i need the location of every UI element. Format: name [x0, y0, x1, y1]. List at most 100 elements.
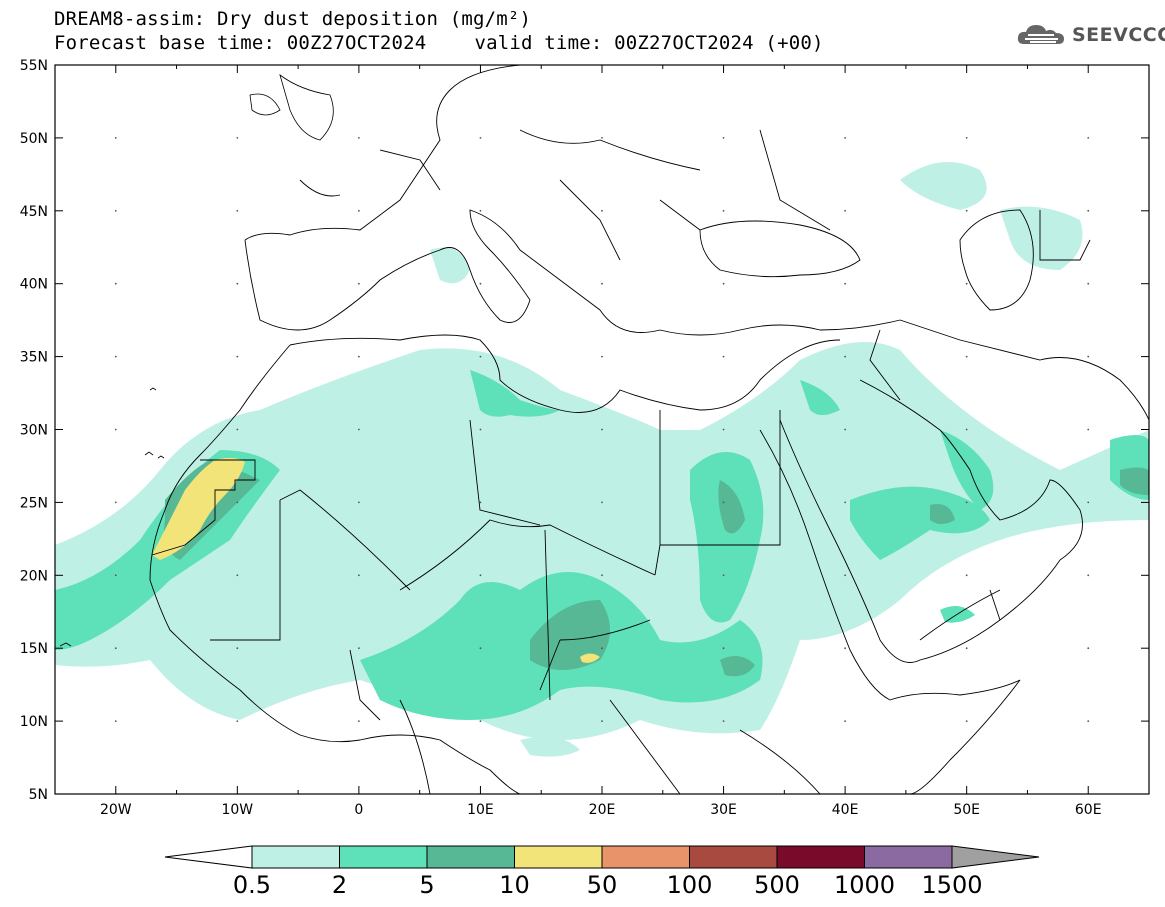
- grid-dot: [844, 209, 847, 212]
- grid-dot: [357, 501, 360, 504]
- grid-dot: [1087, 574, 1090, 577]
- cloud-icon: [1017, 25, 1064, 44]
- grid-dot: [601, 282, 603, 285]
- lat-label: 20N: [20, 568, 48, 584]
- deposition-band-10: [152, 457, 600, 663]
- grid-dot: [357, 282, 360, 285]
- colorbar-label: 1500: [921, 871, 982, 899]
- grid-dot: [479, 574, 482, 577]
- grid-dot: [114, 647, 117, 650]
- lat-label: 10N: [20, 714, 48, 730]
- colorbar-segment: [339, 845, 428, 869]
- grid-dot: [114, 355, 117, 358]
- grid-dot: [965, 501, 968, 504]
- lon-label: 0: [354, 802, 363, 818]
- grid-dot: [236, 428, 239, 431]
- islands: [59, 73, 334, 647]
- colorbar-label: 1000: [834, 871, 895, 899]
- colorbar-segment: [776, 845, 865, 869]
- grid-dot: [1087, 647, 1090, 650]
- grid-dot: [844, 720, 847, 722]
- lon-label: 30E: [710, 802, 737, 818]
- grid-dot: [114, 209, 117, 212]
- lon-label: 20E: [589, 802, 616, 818]
- grid-dot: [1087, 137, 1090, 139]
- grid-dot: [236, 574, 239, 577]
- colorbar: 0.5 2 5 10 50 100 500 1000 1500: [164, 845, 1040, 899]
- grid-dot: [601, 720, 603, 722]
- grid-dot: [357, 355, 360, 358]
- grid-dot: [601, 137, 603, 139]
- grid-dot: [601, 501, 603, 504]
- lat-label: 40N: [20, 277, 48, 293]
- lat-label: 45N: [20, 204, 48, 220]
- lon-label: 20W: [100, 802, 132, 818]
- seevccc-logo: SEEVCCC: [1016, 22, 1165, 48]
- grid-dot: [236, 137, 239, 139]
- grid-dot: [236, 209, 239, 212]
- grid-dot: [965, 209, 968, 212]
- grid-dot: [479, 501, 482, 504]
- grid-dot: [844, 501, 847, 504]
- grid-dot: [1087, 720, 1090, 722]
- grid-dot: [114, 574, 117, 577]
- grid-dot: [601, 209, 603, 212]
- grid-dot: [479, 428, 482, 431]
- grid-dot: [114, 501, 117, 504]
- colorbar-label: 500: [754, 871, 800, 899]
- grid-dot: [114, 137, 117, 139]
- grid-dot: [601, 428, 603, 431]
- grid-dot: [722, 501, 725, 504]
- grid-dot: [357, 720, 360, 722]
- colorbar-segment: [251, 845, 340, 869]
- grid-dot: [722, 282, 725, 285]
- map-title: DREAM8-assim: Dry dust deposition (mg/m²…: [54, 8, 532, 30]
- grid-dot: [479, 137, 482, 139]
- colorbar-segment: [689, 845, 778, 869]
- grid-dot: [357, 574, 360, 577]
- grid-dot: [357, 137, 360, 139]
- colorbar-lower-arrow: [164, 845, 253, 869]
- grid-dot: [722, 720, 725, 722]
- grid-dot: [965, 355, 968, 358]
- grid-dot: [722, 574, 725, 577]
- grid-dot: [479, 355, 482, 358]
- grid-dot: [965, 574, 968, 577]
- grid-dots: [114, 137, 1090, 722]
- grid-dot: [844, 355, 847, 358]
- grid-dot: [844, 428, 847, 431]
- colorbar-upper-arrow: [951, 845, 1040, 869]
- lat-label: 55N: [20, 58, 48, 74]
- grid-dot: [965, 282, 968, 285]
- grid-dot: [722, 209, 725, 212]
- lon-label: 60E: [1075, 802, 1102, 818]
- colorbar-label: 10: [499, 871, 530, 899]
- grid-dot: [601, 647, 603, 650]
- lat-label: 30N: [20, 423, 48, 439]
- grid-dot: [844, 282, 847, 285]
- lat-label: 35N: [20, 350, 48, 366]
- grid-dot: [965, 720, 968, 722]
- grid-dot: [479, 647, 482, 650]
- logo-text: SEEVCCC: [1072, 24, 1165, 46]
- grid-dot: [722, 137, 725, 139]
- base-time: Forecast base time: 00Z27OCT2024: [54, 32, 427, 54]
- grid-dot: [236, 282, 239, 285]
- colorbar-label: 0.5: [233, 871, 271, 899]
- grid-dot: [722, 428, 725, 431]
- grid-dot: [965, 428, 968, 431]
- latitude-labels: 55N 50N 45N 40N 35N 30N 25N 20N 15N 10N 5N: [20, 58, 48, 803]
- grid-dot: [236, 355, 239, 358]
- grid-dot: [236, 720, 239, 722]
- colorbar-segment: [426, 845, 515, 869]
- grid-dot: [357, 209, 360, 212]
- lat-label: 5N: [29, 787, 48, 803]
- colorbar-segment: [514, 845, 603, 869]
- colorbar-segment: [601, 845, 690, 869]
- grid-dot: [479, 282, 482, 285]
- grid-dot: [601, 355, 603, 358]
- grid-dot: [236, 501, 239, 504]
- grid-dot: [114, 720, 117, 722]
- colorbar-label: 5: [419, 871, 434, 899]
